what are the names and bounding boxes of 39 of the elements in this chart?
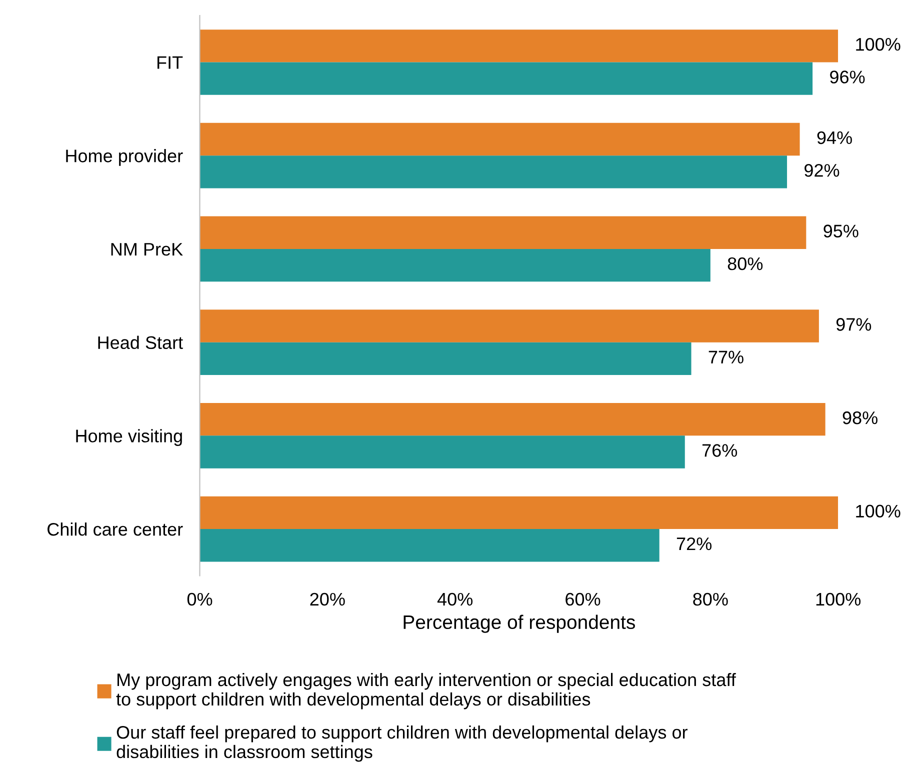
y-tick-label: Child care center bbox=[48, 522, 183, 536]
bar bbox=[200, 496, 838, 530]
legend-label: My program actively engages with early intervention or special education staff to support children with developmental delays or disabilities bbox=[116, 672, 736, 710]
y-tick-label: Home visiting bbox=[76, 429, 182, 446]
data-label: 80% bbox=[728, 257, 763, 270]
y-tick-label: FIT bbox=[158, 56, 183, 69]
x-tick-label: 100% bbox=[816, 592, 861, 606]
data-label: 92% bbox=[804, 164, 840, 177]
data-label: 100% bbox=[856, 504, 900, 518]
x-tick-label: 40% bbox=[437, 592, 473, 606]
x-tick-label: 0% bbox=[187, 592, 212, 606]
x-tick-label: 80% bbox=[693, 592, 728, 606]
bar bbox=[200, 529, 660, 562]
bar bbox=[200, 310, 819, 342]
data-label: 97% bbox=[836, 318, 872, 331]
data-label: 96% bbox=[830, 70, 865, 84]
data-label: 98% bbox=[842, 411, 878, 424]
data-label: 100% bbox=[856, 38, 900, 51]
data-label: 95% bbox=[824, 224, 858, 238]
bar bbox=[200, 436, 685, 468]
legend-label: Our staff feel prepared to support children with developmental delays or disabilities in classroom settings bbox=[116, 725, 688, 762]
data-label: 72% bbox=[676, 537, 712, 550]
bar bbox=[200, 403, 826, 436]
y-tick-label: Home provider bbox=[66, 149, 183, 166]
data-label: 77% bbox=[708, 350, 744, 364]
bar bbox=[200, 342, 692, 375]
y-tick-label: NM PreK bbox=[111, 243, 183, 256]
data-label: 76% bbox=[702, 444, 738, 457]
x-tick-label: 60% bbox=[566, 592, 600, 606]
bar bbox=[200, 156, 788, 188]
bar bbox=[200, 30, 838, 62]
bar bbox=[200, 216, 806, 249]
bar bbox=[200, 62, 813, 95]
data-label: 94% bbox=[817, 131, 852, 144]
x-tick-label: 20% bbox=[310, 592, 345, 606]
bar bbox=[200, 248, 710, 282]
bar bbox=[200, 122, 800, 156]
x-axis-title: Percentage of respondents bbox=[404, 614, 635, 633]
y-tick-label: Head Start bbox=[98, 336, 183, 350]
